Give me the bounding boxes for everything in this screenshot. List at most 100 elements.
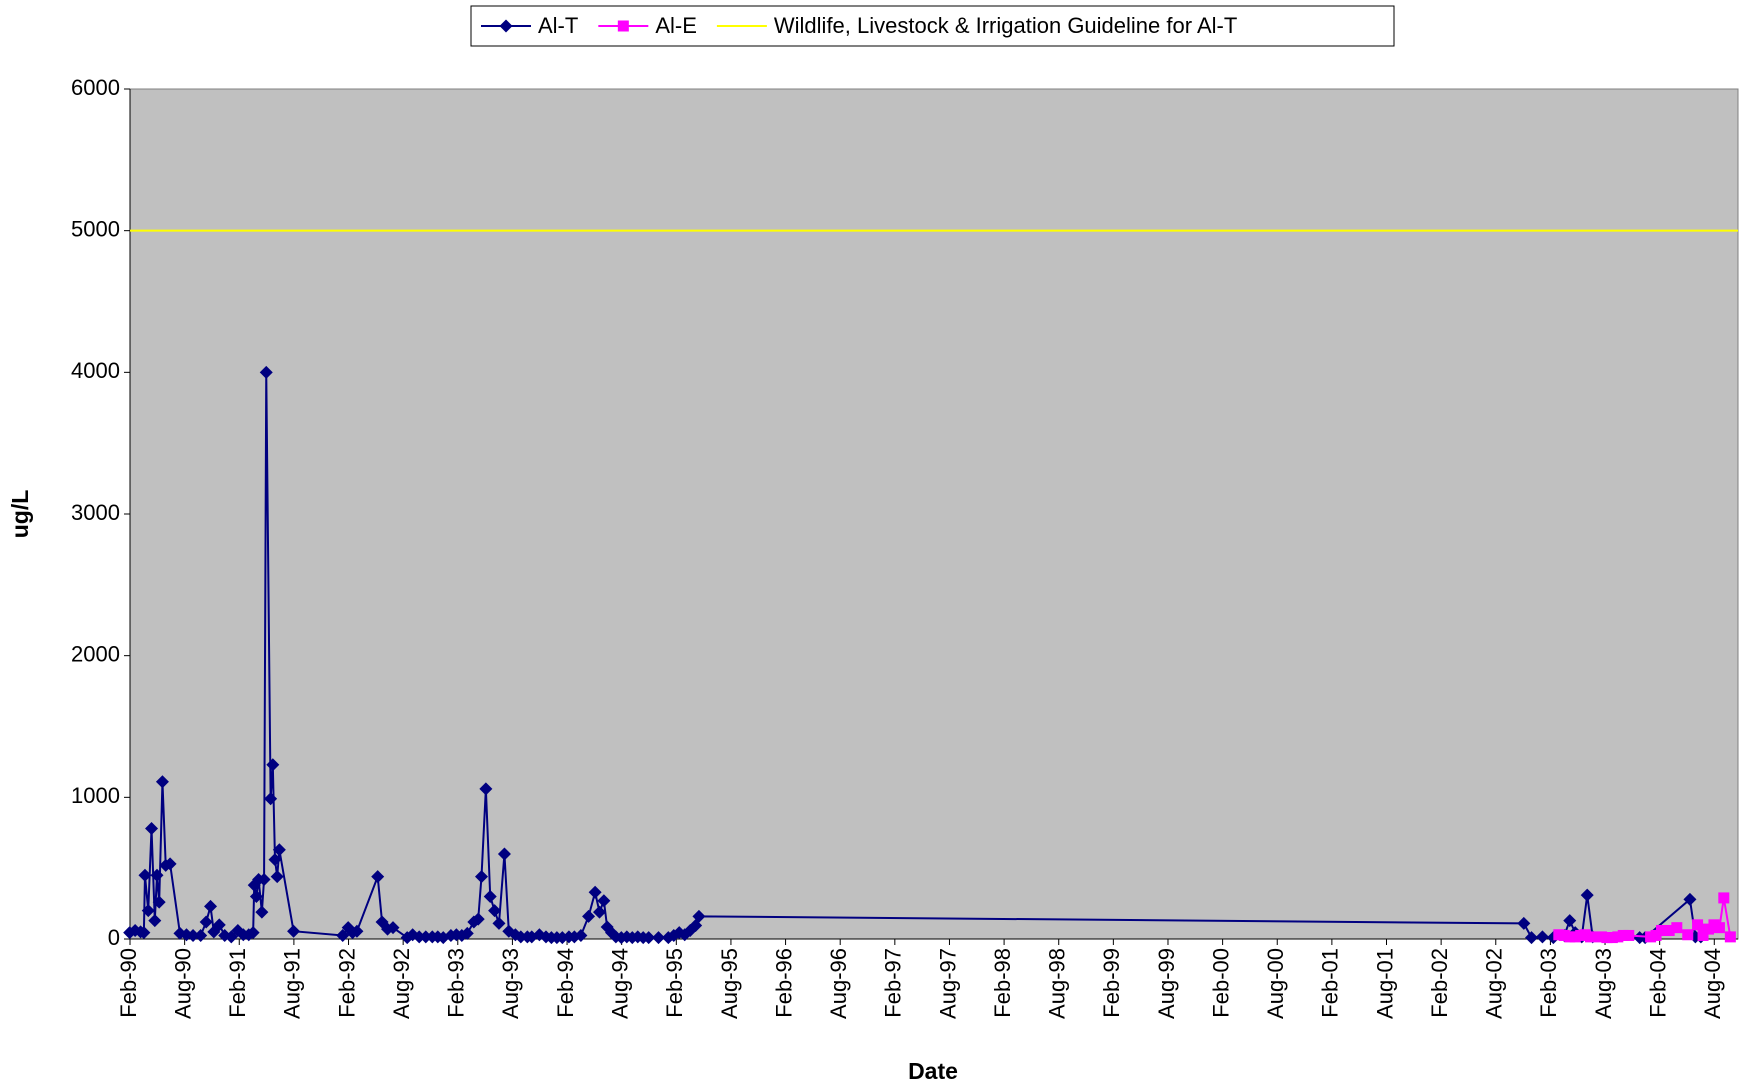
data-point [150, 868, 164, 882]
x-tick-label: Feb-98 [990, 948, 1015, 1018]
x-tick-label: Feb-91 [225, 948, 250, 1018]
x-tick-label: Feb-95 [662, 948, 687, 1018]
x-tick-label: Feb-90 [116, 948, 141, 1018]
data-point [1692, 919, 1704, 931]
data-point [474, 870, 488, 884]
data-point [1563, 914, 1577, 928]
data-point [163, 857, 177, 871]
x-tick-label: Feb-96 [771, 948, 796, 1018]
legend-marker [499, 19, 513, 33]
data-point [592, 905, 606, 919]
x-tick-label: Aug-97 [935, 948, 960, 1019]
data-point [492, 916, 506, 930]
plot-area [129, 88, 1739, 940]
data-point [152, 895, 166, 909]
x-tick-label: Feb-01 [1318, 948, 1343, 1018]
data-point [145, 822, 159, 835]
x-tick-label: Aug-04 [1700, 948, 1725, 1019]
data-point [1580, 888, 1594, 902]
data-point [199, 915, 213, 929]
data-point [1682, 929, 1694, 941]
data-point [597, 894, 611, 908]
x-axis-title: Date [908, 1058, 958, 1084]
data-point [155, 775, 169, 789]
data-point [336, 928, 350, 942]
data-point [1683, 892, 1697, 906]
y-tick-label: 3000 [71, 500, 120, 525]
data-point [371, 870, 385, 884]
data-point [141, 904, 155, 918]
data-point [483, 890, 497, 903]
data-point [246, 926, 260, 940]
x-tick-label: Feb-92 [334, 948, 359, 1018]
data-point [247, 878, 261, 892]
data-point [419, 930, 433, 944]
data-point [270, 870, 284, 884]
legend-label: Wildlife, Livestock & Irrigation Guideli… [774, 13, 1237, 38]
data-point [1517, 916, 1531, 930]
data-point [460, 926, 474, 940]
data-point [212, 918, 226, 932]
x-tick-label: Aug-94 [607, 948, 632, 1019]
data-point [1724, 931, 1736, 943]
x-tick-label: Aug-98 [1045, 948, 1070, 1019]
data-point [186, 928, 200, 942]
data-point [692, 909, 706, 923]
x-tick-label: Aug-91 [280, 948, 305, 1019]
data-point [264, 792, 278, 806]
data-point [259, 365, 273, 379]
x-tick-label: Aug-90 [170, 948, 195, 1019]
data-point [651, 931, 665, 945]
data-point [574, 928, 588, 942]
x-tick-label: Feb-04 [1645, 948, 1670, 1018]
x-tick-label: Feb-03 [1536, 948, 1561, 1018]
data-point [350, 924, 364, 938]
data-point [266, 758, 280, 772]
data-point [204, 899, 218, 913]
data-point [1713, 922, 1725, 934]
x-tick-label: Aug-96 [826, 948, 851, 1019]
data-point [138, 868, 152, 882]
legend-label: Al-T [538, 13, 578, 38]
data-point [1697, 929, 1709, 941]
data-point [642, 931, 656, 945]
x-tick-label: Feb-00 [1208, 948, 1233, 1018]
data-point [514, 930, 528, 944]
data-point [588, 885, 602, 899]
data-point [1584, 931, 1596, 943]
data-point [1656, 925, 1668, 936]
data-point [249, 890, 263, 903]
data-point [1671, 922, 1683, 934]
data-point [1535, 930, 1549, 944]
y-tick-label: 2000 [71, 641, 120, 666]
data-point [386, 921, 400, 935]
legend: Al-T Al-E Wildlife, Livestock & Irrigation… [470, 5, 1395, 47]
data-point [582, 909, 596, 923]
x-tick-label: Aug-00 [1263, 948, 1288, 1019]
y-tick-label: 5000 [71, 216, 120, 241]
data-point [488, 904, 502, 918]
data-point [287, 924, 301, 938]
x-tick-label: Aug-92 [389, 948, 414, 1019]
data-point [1718, 892, 1730, 904]
data-point [471, 912, 485, 926]
legend-marker [617, 20, 629, 32]
x-tick-label: Feb-99 [1099, 948, 1124, 1018]
data-point [479, 782, 493, 796]
data-point [1663, 925, 1675, 936]
data-point [497, 847, 511, 861]
y-tick-label: 6000 [71, 75, 120, 100]
data-point [137, 926, 151, 940]
y-tick-label: 0 [108, 925, 120, 950]
data-point [148, 914, 162, 928]
x-tick-label: Feb-94 [553, 948, 578, 1018]
x-tick-label: Aug-01 [1372, 948, 1397, 1019]
x-tick-label: Aug-99 [1154, 948, 1179, 1019]
x-tick-label: Aug-02 [1482, 948, 1507, 1019]
data-point [257, 873, 271, 886]
x-tick-label: Feb-93 [444, 948, 469, 1018]
x-tick-label: Feb-02 [1427, 948, 1452, 1018]
legend-label: Al-E [655, 13, 697, 38]
data-point [194, 928, 208, 942]
